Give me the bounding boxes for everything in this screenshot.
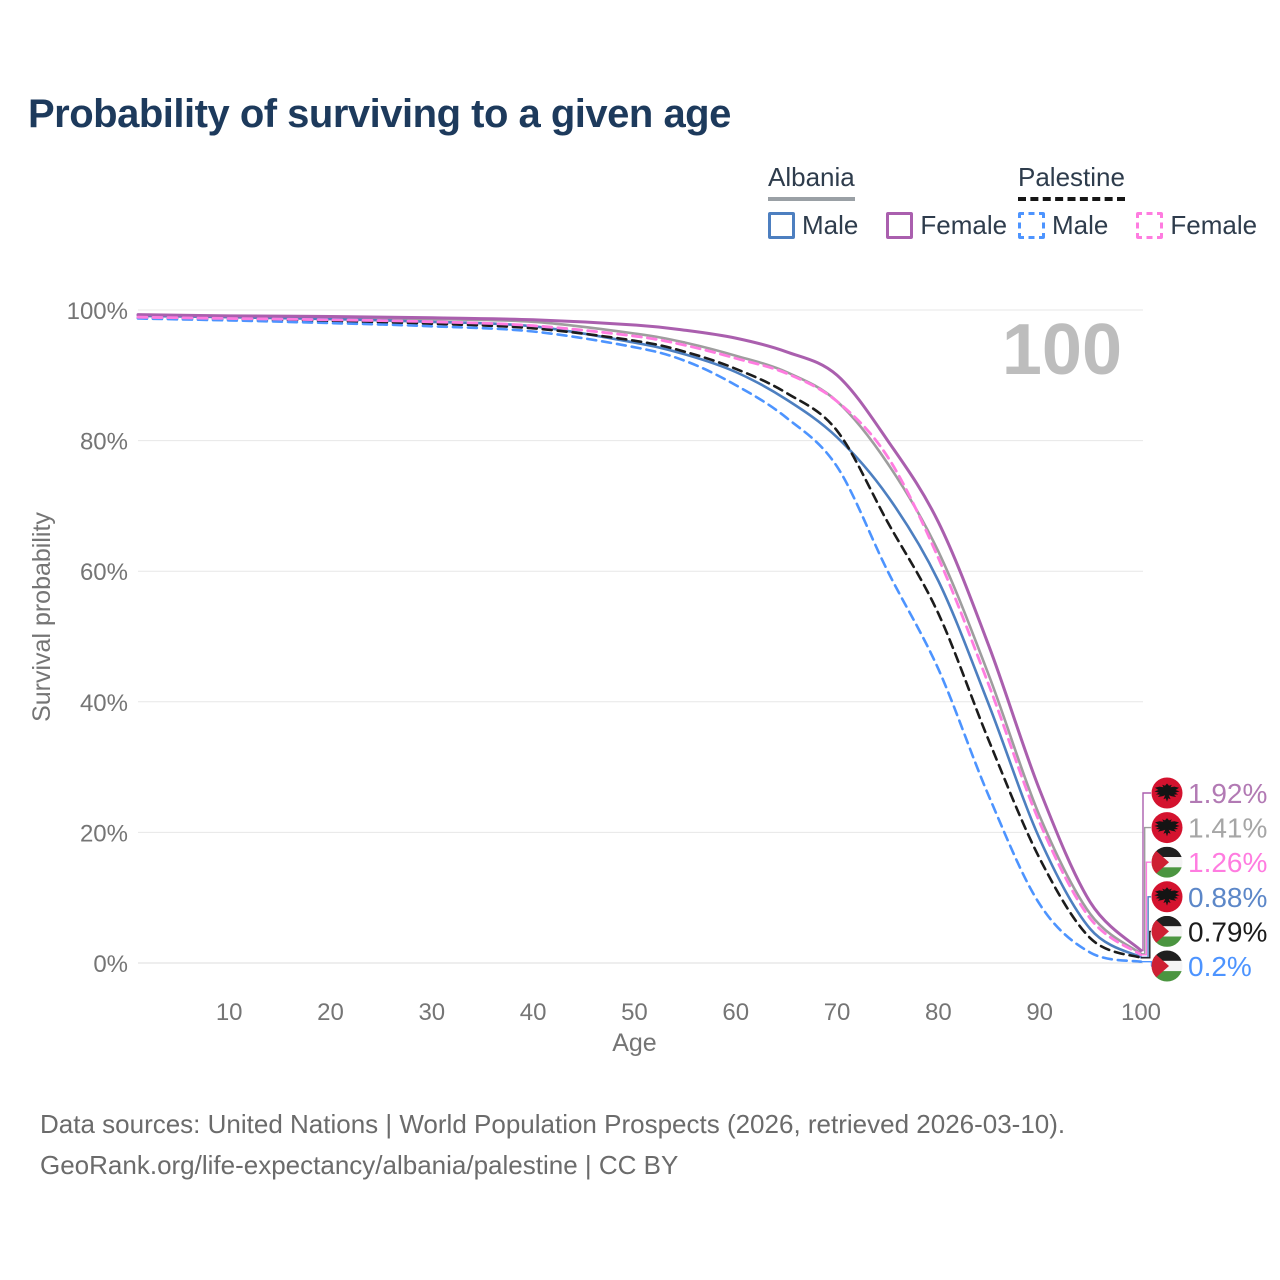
legend-group-albania: Albania Male Female [768, 162, 1035, 241]
end-value-label-albania-male: 0.88% [1188, 882, 1267, 913]
end-value-label-palestine-male: 0.2% [1188, 951, 1252, 982]
y-tick-label: 100% [67, 298, 128, 325]
legend: Albania Male Female Palestine Male [0, 162, 1280, 242]
leader-line-albania-female [1141, 792, 1151, 952]
legend-item-albania-male[interactable]: Male [768, 210, 858, 241]
legend-label: Male [1052, 210, 1109, 240]
x-tick-label: 10 [216, 999, 243, 1026]
legend-header-albania[interactable]: Albania [768, 162, 855, 201]
curve-albania-male [136, 314, 1143, 959]
end-value-label-palestine-female: 1.26% [1188, 847, 1267, 878]
curve-albania-both-sexes [136, 313, 1143, 956]
y-tick-label: 60% [80, 559, 128, 586]
legend-group-palestine: Palestine Male Female [1018, 162, 1280, 241]
x-tick-label: 100 [1121, 999, 1161, 1026]
palestine-flag-icon [1151, 846, 1183, 878]
footer: Data sources: United Nations | World Pop… [40, 1104, 1065, 1186]
age-counter-watermark: 100 [1002, 310, 1122, 390]
leader-line-palestine-female [1141, 861, 1151, 956]
x-axis-title: Age [612, 1029, 656, 1057]
page-title: Probability of surviving to a given age [28, 92, 731, 136]
palestine-flag-icon [1151, 915, 1183, 947]
footer-attribution: GeoRank.org/life-expectancy/albania/pale… [40, 1150, 679, 1180]
y-tick-label: 0% [93, 951, 128, 978]
legend-label: Female [920, 210, 1008, 240]
albania-flag-icon [1151, 777, 1183, 809]
palestine-male-swatch-icon [1018, 212, 1045, 239]
x-tick-label: 30 [418, 999, 445, 1026]
curve-palestine-female [136, 315, 1143, 957]
legend-item-palestine-male[interactable]: Male [1018, 210, 1108, 241]
end-value-label-albania-female: 1.92% [1188, 778, 1267, 809]
legend-item-palestine-female[interactable]: Female [1136, 210, 1257, 241]
leader-line-albania-both-sexes [1141, 826, 1151, 955]
end-value-label-albania-both-sexes: 1.41% [1188, 813, 1267, 844]
x-tick-label: 90 [1026, 999, 1053, 1026]
end-value-label-palestine-both-sexes: 0.79% [1188, 916, 1267, 947]
palestine-flag-icon [1151, 950, 1183, 982]
x-tick-label: 40 [520, 999, 547, 1026]
albania-flag-icon [1151, 812, 1183, 844]
leader-line-palestine-male [1141, 961, 1153, 967]
y-axis-title: Survival probability [28, 512, 56, 722]
palestine-female-swatch-icon [1136, 212, 1164, 239]
footer-data-sources: Data sources: United Nations | World Pop… [40, 1109, 1066, 1139]
albania-male-swatch-icon [768, 212, 795, 239]
y-tick-label: 80% [80, 429, 128, 456]
curve-palestine-male [136, 317, 1143, 963]
legend-label: Female [1170, 210, 1258, 240]
legend-label: Male [802, 210, 859, 240]
curve-albania-female [136, 313, 1143, 952]
albania-flag-icon [1151, 881, 1183, 913]
legend-header-palestine[interactable]: Palestine [1018, 162, 1125, 201]
leader-line-palestine-both-sexes [1141, 930, 1151, 959]
legend-item-albania-female[interactable]: Female [886, 210, 1007, 241]
legend-row-albania: Male Female [768, 210, 1035, 241]
x-tick-label: 80 [925, 999, 952, 1026]
x-tick-label: 20 [317, 999, 344, 1026]
albania-female-swatch-icon [886, 212, 914, 239]
legend-row-palestine: Male Female [1018, 210, 1280, 241]
y-tick-label: 20% [80, 820, 128, 847]
y-tick-label: 40% [80, 690, 128, 717]
x-tick-label: 70 [824, 999, 851, 1026]
x-tick-label: 50 [621, 999, 648, 1026]
curve-palestine-both-sexes [136, 316, 1143, 960]
x-tick-label: 60 [722, 999, 749, 1026]
